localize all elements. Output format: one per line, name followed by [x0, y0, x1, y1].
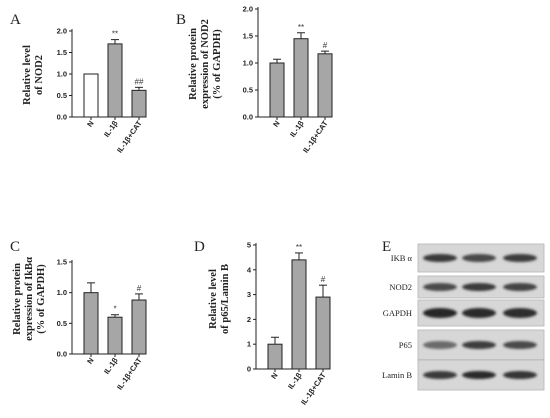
x-tick-label: IL-1β	[102, 119, 120, 139]
panel-c: C Relative protein expression of IkBα (% of…	[10, 239, 147, 392]
blot-band	[423, 254, 457, 262]
bar-1	[107, 316, 123, 355]
y-tick-label: 0.5	[57, 91, 67, 100]
panel-letter: C	[10, 239, 20, 255]
significance-mark: **	[112, 30, 118, 39]
y-tick-label: 1.0	[57, 288, 67, 297]
x-tick-label: IL-1β	[288, 119, 306, 139]
y-tick-label: 0.5	[243, 86, 253, 95]
y-tick-label: 1.0	[57, 70, 67, 79]
blot-band	[503, 283, 537, 291]
y-axis-label-line: Relative protein	[12, 263, 23, 335]
blot-band	[423, 341, 457, 349]
blot-band	[503, 341, 537, 349]
bar-0	[83, 73, 99, 118]
y-axis-label-line: expression of NOD2	[200, 19, 211, 109]
x-tick-label: N	[85, 119, 95, 129]
y-axis-label-line: of p65/Lamin B	[220, 264, 231, 334]
y-tick-label: 5	[247, 241, 251, 250]
blot-band	[462, 371, 496, 379]
y-tick-label: 1.0	[243, 59, 253, 68]
bar-1	[107, 43, 123, 118]
blot-band	[462, 254, 496, 262]
bar-2	[317, 53, 333, 118]
y-axis-label-line: Relative level	[208, 269, 219, 329]
y-tick-label: 0.5	[57, 319, 67, 328]
bar-0	[269, 62, 285, 118]
y-axis-label-line: (% of GAPDH)	[36, 264, 47, 334]
blot-band	[503, 371, 537, 379]
blot-band	[462, 308, 496, 318]
x-tick-label: IL-1β	[286, 371, 304, 391]
y-tick-label: 0.0	[57, 350, 67, 359]
bar-2	[131, 89, 147, 118]
blot-row-label: NOD2	[389, 282, 412, 292]
significance-mark: *	[113, 305, 116, 314]
y-tick-label: 2.0	[243, 5, 253, 14]
x-tick-label: N	[85, 356, 95, 366]
blot-band	[462, 283, 496, 291]
y-tick-label: 3	[247, 290, 251, 299]
bar-1	[291, 259, 307, 370]
y-tick-label: 0.0	[57, 113, 67, 122]
significance-mark: ##	[135, 77, 144, 86]
y-tick-label: 2	[247, 315, 251, 324]
blot-band	[503, 308, 537, 318]
y-axis-label-line: (% of GAPDH)	[212, 29, 223, 99]
x-tick-label: N	[271, 119, 281, 129]
y-tick-label: 0.0	[243, 113, 253, 122]
y-axis-label-line: Relative protein	[188, 28, 199, 100]
bar-1	[293, 38, 309, 118]
y-tick-label: 0	[247, 365, 251, 374]
y-tick-label: 1.5	[57, 48, 67, 57]
x-tick-label: N	[269, 371, 279, 381]
blot-row-label: P65	[399, 340, 412, 350]
y-tick-label: 4	[247, 265, 252, 274]
x-tick-label: IL-1β	[102, 356, 120, 376]
y-axis-label-line: expression of IkBα	[24, 257, 35, 341]
panel-letter: D	[194, 239, 205, 255]
blot-band	[423, 283, 457, 291]
y-axis-label-line: of NOD2	[34, 55, 45, 95]
significance-mark: #	[137, 284, 142, 293]
y-axis-label-line: Relative level	[22, 45, 33, 105]
y-axis-label: Relative level of NOD2	[22, 45, 45, 105]
significance-mark: #	[321, 275, 326, 284]
blot-row-label: GAPDH	[383, 308, 412, 318]
significance-mark: **	[298, 23, 304, 32]
bar-0	[83, 292, 99, 355]
y-axis-label: Relative protein expression of IkBα (% of …	[12, 257, 47, 341]
panel-letter: B	[176, 12, 186, 28]
bar-0	[267, 343, 283, 370]
blot-row-label: Lamin B	[382, 370, 412, 380]
y-tick-label: 1.5	[243, 32, 253, 41]
y-tick-label: 1	[247, 340, 251, 349]
blot-band	[462, 341, 496, 349]
blot-band	[423, 308, 457, 318]
blot-band	[503, 254, 537, 262]
panel-a: A Relative level of NOD2 0.0 0.5 1.0 1.5 2.0 N **…	[10, 12, 147, 155]
bar-2	[315, 296, 331, 370]
bar-2	[131, 299, 147, 355]
significance-mark: **	[296, 243, 302, 252]
y-tick-label: 1.5	[57, 258, 67, 267]
significance-mark: #	[323, 41, 328, 50]
y-tick-label: 2.0	[57, 27, 67, 36]
panel-letter: A	[10, 12, 21, 28]
blot-row-label: IKB α	[391, 253, 413, 263]
blot-band	[423, 371, 457, 379]
y-axis-label: Relative protein expression of NOD2 (% of …	[188, 19, 223, 109]
panel-letter: E	[382, 239, 391, 255]
y-axis-label: Relative level of p65/Lamin B	[208, 264, 231, 334]
